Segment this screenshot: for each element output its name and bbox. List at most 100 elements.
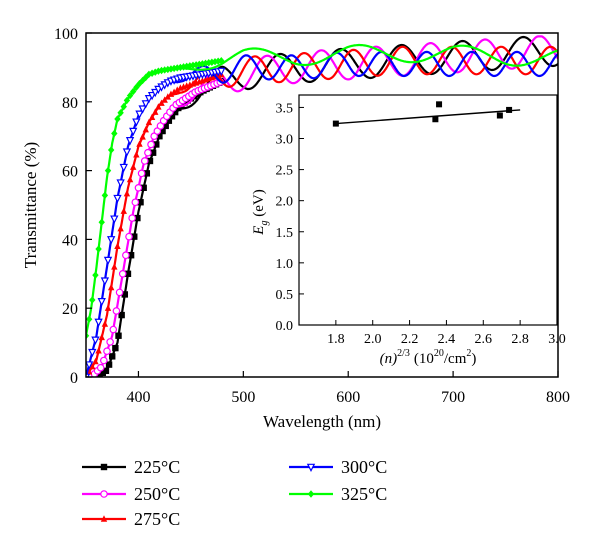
x-tick-label-700: 700 (441, 389, 465, 406)
series-4 (86, 43, 558, 340)
inset-x-tick-label-2.2: 2.2 (401, 332, 419, 347)
series-2-marker-3 (92, 357, 99, 365)
series-1-marker-8 (112, 307, 121, 315)
inset-x-tick-label-2.6: 2.6 (475, 332, 493, 347)
legend-label-225: 225°C (134, 456, 181, 477)
series-4-marker-35 (192, 61, 200, 69)
series-3-marker-10 (113, 194, 122, 204)
main-chart: 400 500 600 700 800 0 20 40 60 80 100 Wavelength (… (21, 26, 570, 431)
series-3-marker-3 (91, 336, 100, 345)
series-2-marker-5 (98, 333, 105, 341)
series-0-marker-18 (149, 149, 157, 156)
inset-point-0 (332, 120, 339, 127)
series-2-marker-6 (101, 320, 109, 327)
inset-y-axis-label: Eg (eV) (251, 189, 270, 235)
main-y-axis-label: Transmittance (%) (21, 142, 40, 268)
series-2-marker-19 (142, 125, 149, 133)
inset-y-tick-label-3.5: 3.5 (276, 101, 294, 116)
series-4-marker-36 (196, 60, 203, 69)
inset-chart: 1.8 2.0 2.2 2.4 2.6 2.8 3.0 0.0 0.5 1.0 1.5 2.0 2.5 3… (251, 94, 566, 367)
inset-x-tick-label-3.0: 3.0 (548, 332, 566, 347)
main-x-axis-label: Wavelength (nm) (263, 412, 381, 431)
inset-background (299, 95, 557, 325)
series-2-marker-17 (136, 140, 143, 147)
inset-y-label-unit: (eV) (251, 189, 267, 220)
series-1-marker-6 (106, 338, 114, 346)
series-1-marker-12 (125, 232, 133, 241)
series-3-marker-22 (151, 88, 160, 98)
series-3-marker-12 (119, 163, 128, 173)
legend-swatch-marker-1 (100, 490, 108, 498)
series-2-marker-23 (155, 103, 162, 110)
main-axis-ticks: 400 500 600 700 800 0 20 40 60 80 100 (54, 26, 570, 406)
series-1-marker-10 (118, 269, 127, 278)
legend-swatch-marker-2 (100, 515, 108, 522)
inset-point-3 (496, 112, 503, 119)
legend-item-225: 225°C (80, 455, 180, 479)
series-4-marker-12 (120, 102, 127, 111)
series-4-marker-34 (189, 61, 197, 70)
y-tick-label-60: 60 (62, 164, 78, 181)
series-0-marker-21 (159, 127, 166, 135)
y-tick-label-80: 80 (62, 95, 78, 112)
x-tick-label-600: 600 (336, 389, 360, 406)
inset-x-label-exp: 2/3 (397, 348, 410, 359)
series-3-marker-1 (86, 361, 94, 370)
inset-x-label-unit-mid: /cm (444, 351, 467, 367)
series-3-marker-16 (132, 118, 141, 127)
series-1-marker-4 (100, 356, 108, 365)
series-0-marker-22 (162, 122, 169, 130)
series-2-marker-21 (148, 113, 156, 120)
legend-item-325: 325°C (287, 482, 387, 506)
series-3-marker-18 (138, 105, 147, 114)
series-2-marker-16 (133, 151, 140, 158)
series-4-marker-9 (111, 129, 118, 138)
inset-x-axis-label: (n)2/3 (1020/cm2) (380, 348, 477, 367)
series-1-marker-18 (144, 148, 152, 157)
series-3-marker-20 (144, 95, 154, 104)
series-2-marker-18 (139, 133, 146, 140)
inset-x-label-unit-pre: (10 (414, 351, 434, 367)
series-4-marker-15 (130, 87, 137, 96)
series-0-marker-5 (109, 353, 116, 360)
legend-label-325: 325°C (341, 483, 388, 504)
series-0-marker-4 (105, 361, 113, 368)
series-3-marker-7 (103, 256, 113, 266)
series-3-marker-8 (107, 236, 116, 245)
series-1-marker-19 (147, 140, 155, 149)
series-4-marker-39 (205, 59, 212, 67)
x-tick-label-400: 400 (126, 389, 150, 406)
series-3-marker-6 (100, 277, 110, 286)
legend: 225°C 250°C 275°C 300°C 325°C (80, 455, 500, 535)
series-0-marker-20 (156, 133, 163, 140)
inset-x-tick-label-2.8: 2.8 (511, 332, 529, 347)
y-tick-label-0: 0 (70, 370, 78, 387)
inset-y-tick-label-1.0: 1.0 (276, 257, 294, 272)
inset-y-label-sub: g (259, 221, 270, 226)
series-3-marker-2 (88, 348, 97, 358)
series-4-marker-5 (98, 218, 105, 226)
inset-x-tick-label-1.8: 1.8 (327, 332, 345, 347)
series-0-marker-10 (124, 270, 132, 277)
series-1-marker-7 (109, 325, 118, 334)
series-2-marker-13 (123, 189, 131, 197)
series-1 (87, 35, 558, 377)
series-4-marker-31 (180, 63, 187, 71)
series-4-marker-7 (104, 166, 112, 175)
series-4-marker-42 (214, 57, 222, 65)
series-4-marker-10 (114, 115, 121, 123)
inset-y-tick-label-2.0: 2.0 (276, 195, 294, 210)
series-0-marker-19 (153, 141, 160, 148)
inset-y-tick-label-0.0: 0.0 (276, 319, 294, 334)
legend-item-275: 275°C (80, 507, 180, 531)
series-1-marker-14 (131, 198, 140, 207)
series-4-marker-2 (89, 296, 96, 304)
inset-y-tick-label-1.5: 1.5 (276, 226, 294, 241)
legend-item-300: 300°C (287, 455, 387, 479)
series-2-marker-10 (114, 242, 121, 249)
x-tick-label-500: 500 (231, 389, 255, 406)
series-0-marker-6 (112, 344, 119, 352)
series-4-marker-41 (211, 58, 219, 66)
series-4-marker-16 (133, 83, 140, 92)
legend-swatch-250 (82, 490, 126, 498)
